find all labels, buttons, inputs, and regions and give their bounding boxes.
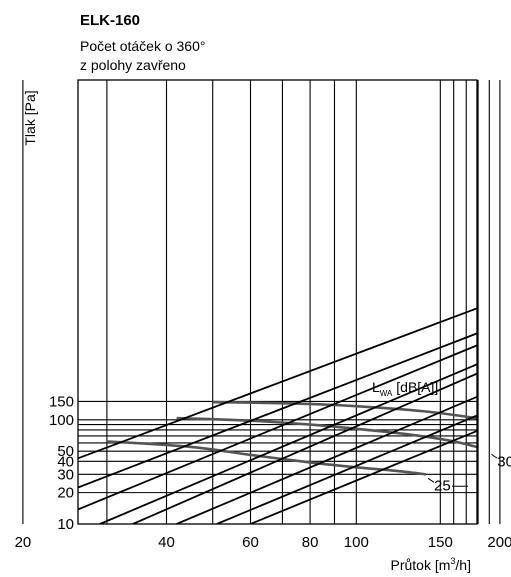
x-tick-label: 150 (428, 534, 453, 551)
noise-curve-leader-30 (491, 453, 498, 459)
x-tick-label: 60 (242, 534, 259, 551)
y-tick-label: 100 (49, 412, 74, 429)
y-tick-label: 50 (57, 443, 74, 460)
position-line-25 (250, 429, 477, 524)
y-tick-label: 20 (57, 485, 74, 502)
curves (106, 400, 477, 476)
grid (22, 80, 501, 525)
position-line-10 (132, 372, 477, 524)
y-tick-label: 40 (57, 453, 74, 470)
y-axis-label: Tlak [Pa] (22, 90, 38, 145)
noise-curve-leader-25 (427, 477, 435, 483)
x-axis-label: Průtok [m3/h] (391, 556, 472, 573)
chart-subtitle-line-1: Počet otáček o 360° (80, 38, 205, 54)
plot-frame (77, 79, 478, 525)
position-line-15 (176, 395, 477, 524)
y-tick-label: 10 (57, 516, 74, 533)
y-tick-label: 150 (49, 393, 74, 410)
x-tick-label: 80 (302, 534, 319, 551)
x-tick-label: 20 (15, 534, 32, 551)
position-lines (78, 307, 477, 524)
position-line-6 (78, 344, 477, 511)
x-tick-label: 100 (344, 534, 369, 551)
position-line-2 (78, 307, 477, 460)
position-line-8 (99, 363, 477, 524)
x-tick-label: 200 (487, 534, 511, 551)
noise-curve-label-30: 30 (497, 453, 511, 470)
noise-curve-label-25: 25 (434, 477, 451, 494)
position-line-4 (78, 332, 477, 489)
chart-title: ELK-160 (80, 12, 140, 29)
labels: 2040608010015020030010203040501001502468… (15, 393, 511, 551)
x-tick-label: 40 (158, 534, 175, 551)
chart-subtitle-line-2: z polohy zavřeno (80, 57, 186, 73)
position-line-20 (216, 414, 477, 524)
noise-curve-35 (212, 400, 477, 420)
lwa-label: LWA [dB[A]] (372, 379, 438, 398)
y-tick-label: 30 (57, 466, 74, 483)
